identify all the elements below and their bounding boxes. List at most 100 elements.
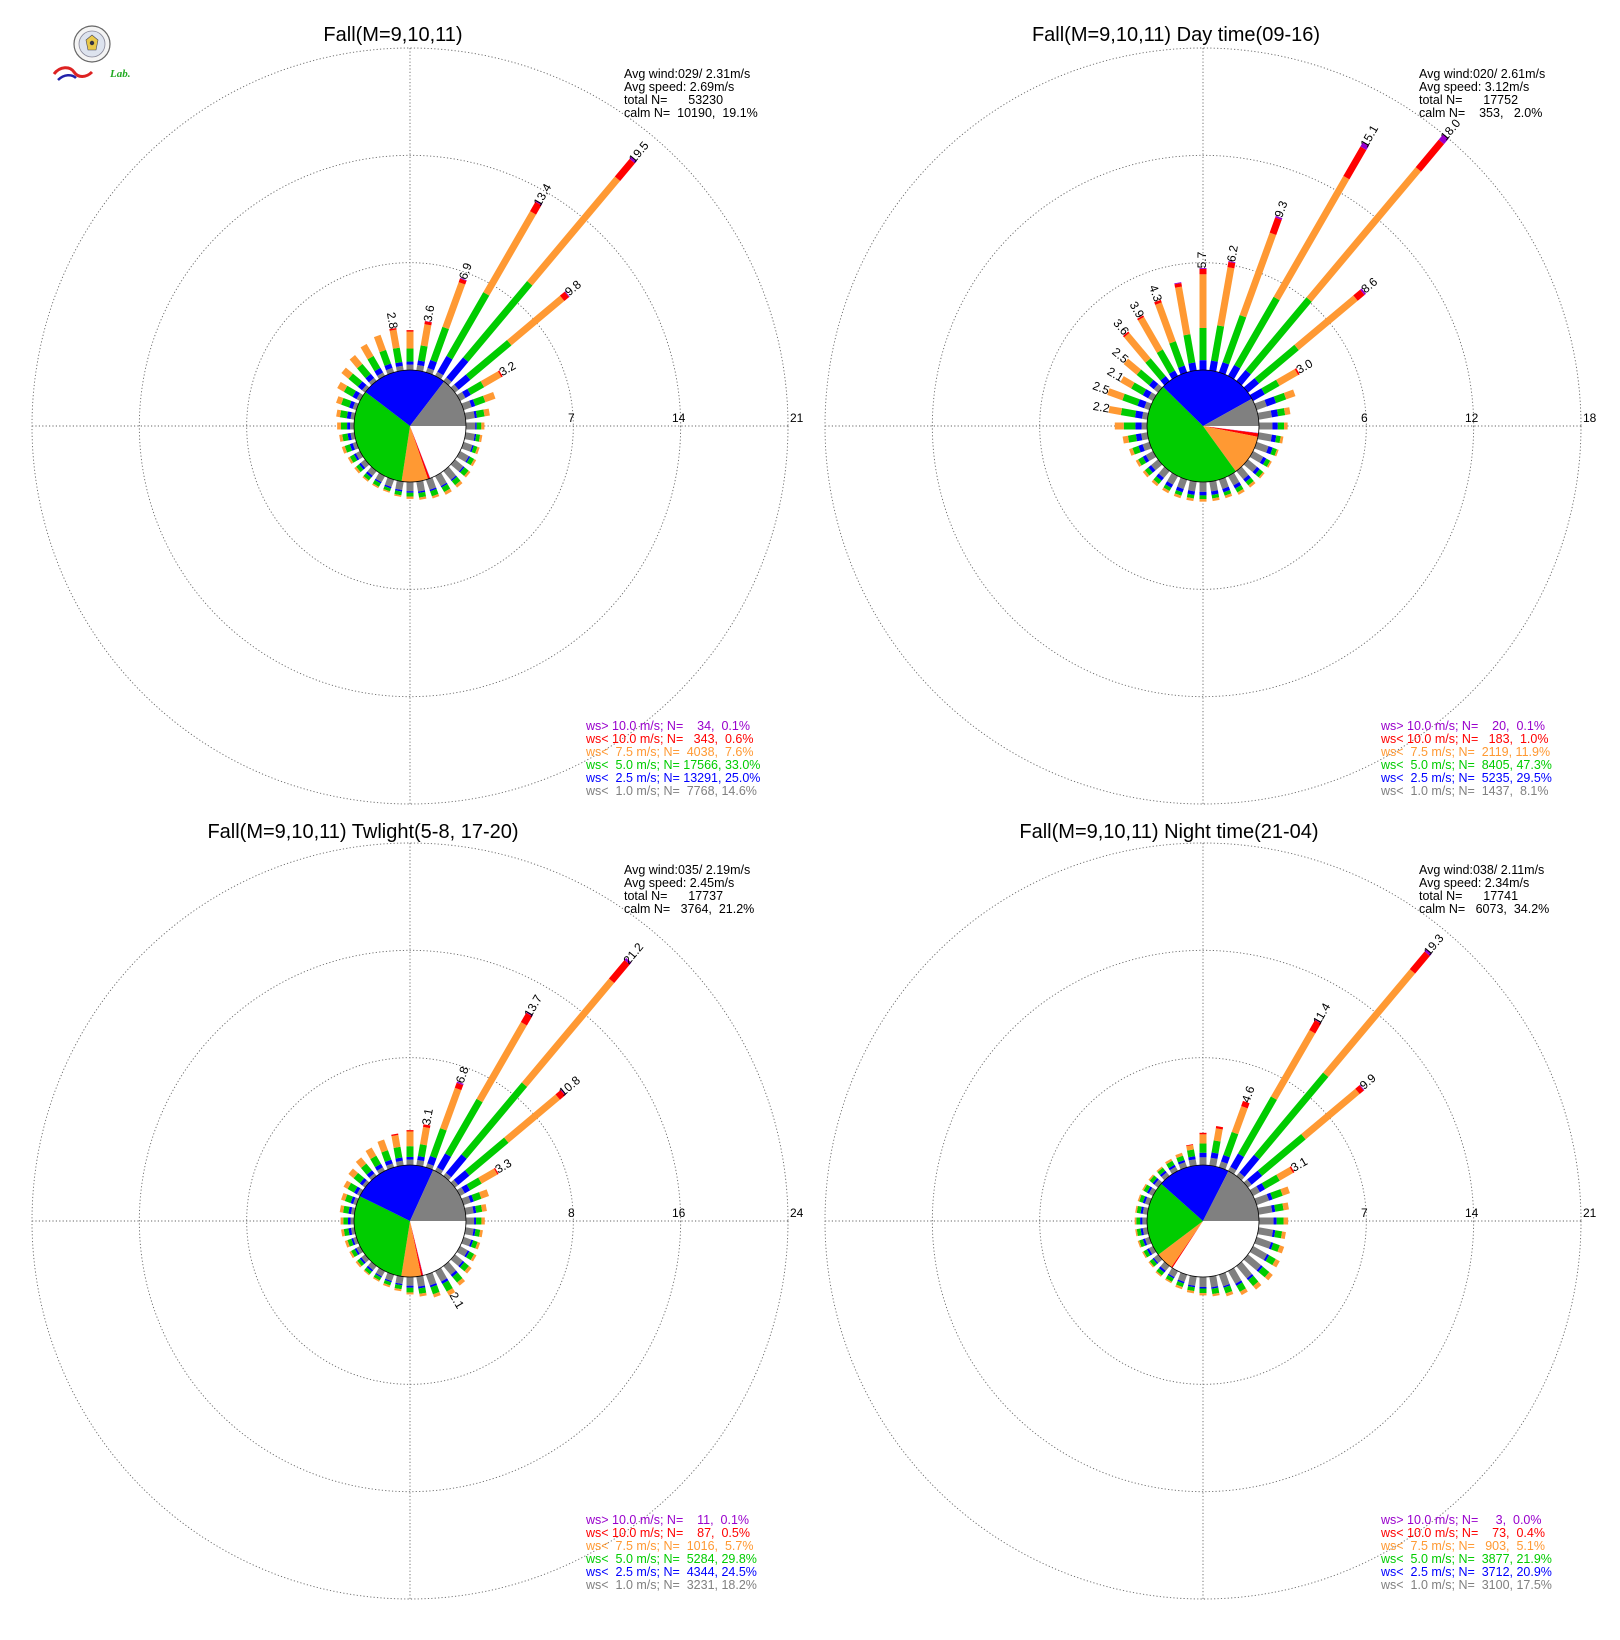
bar-segment xyxy=(1236,1172,1245,1181)
direction-bar xyxy=(1218,1272,1234,1297)
direction-bar xyxy=(363,1261,377,1276)
direction-bar xyxy=(443,156,637,386)
bar-segment xyxy=(417,1144,427,1158)
bar-segment xyxy=(348,1168,359,1179)
bar-segment xyxy=(526,1011,533,1017)
bar-segment xyxy=(1139,1239,1146,1248)
bar-segment xyxy=(555,1090,566,1100)
legend-entry: ws< 2.5 m/s; N= 3712, 20.9% xyxy=(1380,1565,1552,1579)
bar-segment xyxy=(1283,389,1296,400)
direction-bar xyxy=(1137,1194,1152,1206)
bar-segment xyxy=(1136,1205,1142,1214)
pie-outline xyxy=(353,369,467,483)
legend-entry: ws< 5.0 m/s; N= 3877, 21.9% xyxy=(1380,1552,1552,1566)
bar-segment xyxy=(364,1267,372,1275)
bar-segment xyxy=(1218,1272,1230,1287)
direction-bar xyxy=(336,409,356,420)
bar-segment xyxy=(1294,295,1358,351)
bar-segment xyxy=(465,340,512,380)
bar-segment xyxy=(363,1269,370,1276)
bar-segment xyxy=(374,1163,384,1171)
bar-segment xyxy=(464,1250,470,1258)
bar-segment xyxy=(1273,392,1287,404)
bar-segment xyxy=(382,1283,391,1288)
bar-segment xyxy=(1218,362,1230,375)
bar-segment xyxy=(446,357,469,382)
bar-segment xyxy=(456,450,469,463)
bar-segment xyxy=(1239,232,1277,318)
bar-segment xyxy=(430,1285,440,1295)
bar-segment xyxy=(504,1094,560,1143)
bar-segment xyxy=(1165,1278,1172,1284)
bar-segment xyxy=(1156,1166,1163,1173)
direction-bar xyxy=(461,1189,490,1206)
bar-segment xyxy=(362,476,369,482)
direction-bar xyxy=(1209,480,1220,502)
direction-bars xyxy=(1134,949,1432,1297)
bar-segment xyxy=(1263,1254,1270,1262)
bar-segment xyxy=(337,381,348,392)
bar-segment xyxy=(347,456,354,464)
bar-segment xyxy=(559,291,570,302)
bar-segment xyxy=(1144,1236,1152,1246)
bar-segment xyxy=(1265,1255,1276,1266)
direction-bar xyxy=(1165,1158,1179,1175)
direction-bar xyxy=(1135,450,1157,467)
bar-segment xyxy=(1255,469,1264,478)
bar-segment xyxy=(375,472,386,483)
direction-bar xyxy=(382,1272,395,1288)
bar-segment xyxy=(1160,376,1170,386)
bar-segment xyxy=(1163,484,1172,491)
bar-segment xyxy=(463,281,533,362)
bar-segment xyxy=(1148,1187,1157,1197)
bar-segment xyxy=(343,385,356,397)
bar-segment xyxy=(1187,1149,1196,1158)
bar-segment xyxy=(359,1257,366,1264)
bar-segment xyxy=(465,455,471,463)
direction-bar xyxy=(425,1272,441,1298)
bar-segment xyxy=(1218,477,1229,490)
direction-bar xyxy=(354,459,370,474)
bar-segment xyxy=(1227,261,1236,269)
pie-slice xyxy=(354,1196,410,1277)
legend-entry: ws< 1.0 m/s; N= 7768, 14.6% xyxy=(585,784,757,798)
bar-segment xyxy=(370,1155,382,1168)
bar-segment xyxy=(425,477,437,490)
bar-segment xyxy=(383,1279,392,1286)
bar-segment xyxy=(470,1240,478,1249)
legend-entry: ws< 10.0 m/s; N= 343, 0.6% xyxy=(585,732,753,746)
direction-bar xyxy=(1142,459,1163,478)
bar-segment xyxy=(1211,1140,1221,1154)
direction-bar xyxy=(372,1267,386,1282)
bar-segment xyxy=(353,1236,359,1245)
direction-bar xyxy=(425,277,467,375)
bar-segment xyxy=(1209,360,1218,372)
direction-bar xyxy=(343,1180,364,1197)
bar-segment xyxy=(457,1278,466,1286)
bar-segment xyxy=(1254,1194,1270,1206)
severe-storm-lab-logo xyxy=(52,24,142,84)
panel-title: Fall(M=9,10,11) xyxy=(323,24,462,46)
pie-outline xyxy=(1146,369,1260,483)
bar-segment xyxy=(1249,450,1264,463)
bar-segment xyxy=(343,1205,350,1214)
bar-segment xyxy=(395,361,403,367)
bar-segment xyxy=(456,1245,468,1257)
direction-bar xyxy=(1186,1144,1197,1167)
bar-segment xyxy=(344,1240,350,1248)
bar-segment xyxy=(1168,1164,1176,1171)
bar-segment xyxy=(341,398,352,408)
pie-slice xyxy=(1203,426,1259,434)
bar-segment xyxy=(1273,175,1350,301)
bar-segment xyxy=(1156,473,1164,481)
bar-segment xyxy=(1245,477,1254,486)
direction-bar xyxy=(1249,1166,1295,1197)
direction-bar xyxy=(1227,141,1370,380)
bar-segment xyxy=(427,359,437,371)
pie-slice xyxy=(1147,386,1236,482)
bar-segment xyxy=(359,1178,367,1186)
bar-segment xyxy=(1188,1156,1196,1161)
bar-segment xyxy=(353,1172,365,1184)
bar-segment xyxy=(381,1150,392,1163)
bar-segment xyxy=(429,1283,438,1288)
